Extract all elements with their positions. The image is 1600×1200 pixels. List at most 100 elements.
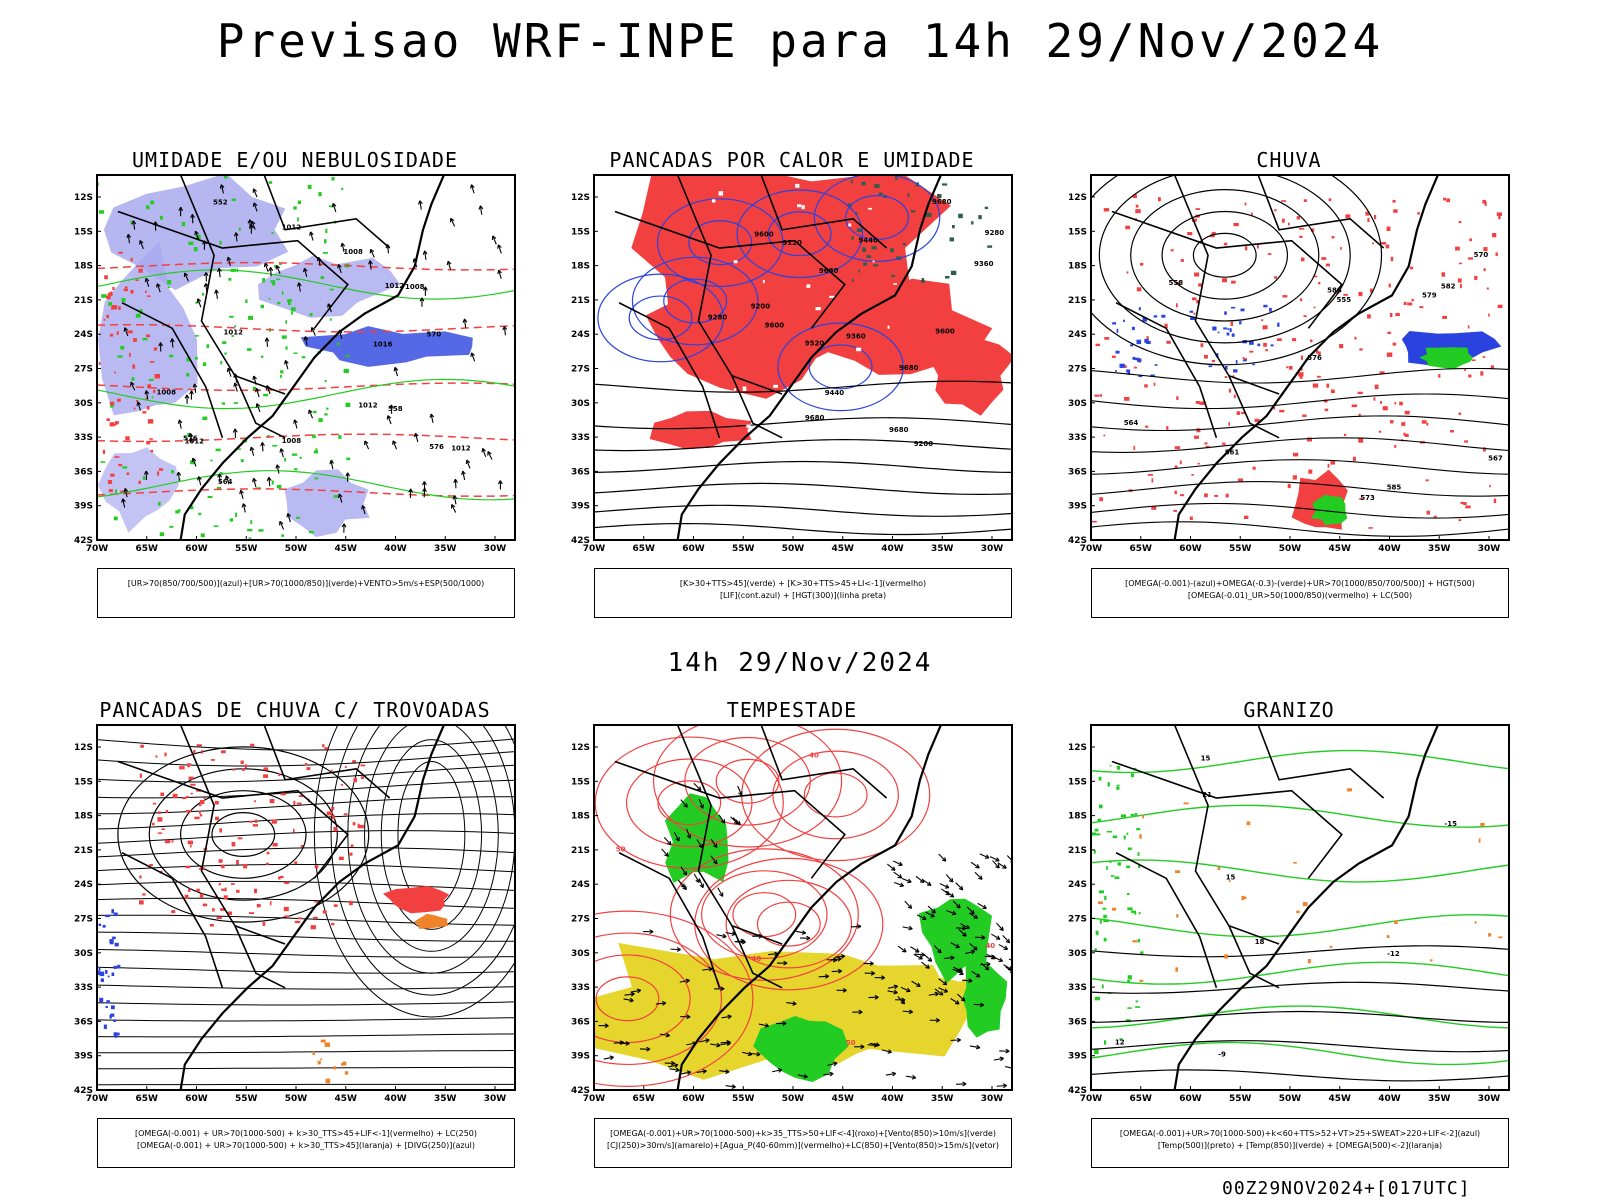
temperature-contour — [1091, 1041, 1509, 1066]
speckle — [1134, 813, 1138, 816]
speckle — [216, 486, 221, 490]
speckle — [284, 915, 290, 918]
speckle — [190, 783, 196, 786]
speckle — [1257, 244, 1259, 249]
speckle — [227, 911, 233, 915]
lat-tick-label: 42S — [1068, 536, 1087, 546]
shaded-area — [962, 958, 1008, 1038]
label-box — [711, 199, 716, 203]
speckle — [333, 495, 338, 498]
speckle — [193, 247, 198, 252]
wind-arrow — [933, 945, 942, 954]
speckle — [190, 792, 193, 795]
country-border — [121, 852, 224, 989]
wind-arrow — [969, 942, 978, 951]
wind-arrow — [721, 1015, 732, 1019]
contour-label: 1012 — [282, 223, 302, 231]
speckle — [167, 286, 171, 288]
wind-arrow — [931, 908, 936, 914]
speckle — [250, 743, 255, 747]
speckle — [288, 302, 291, 305]
height-contour — [594, 460, 1012, 473]
wind-arrow — [624, 993, 635, 996]
speckle — [1246, 821, 1251, 826]
contour-label: 1016 — [373, 340, 393, 348]
wind-arrow — [1003, 964, 1012, 971]
shaded-area — [664, 793, 729, 883]
contour-label: 561 — [1225, 448, 1240, 456]
speckle — [1222, 442, 1226, 445]
speckle — [1323, 399, 1328, 403]
speckle — [112, 936, 116, 940]
label-box — [872, 260, 875, 263]
lat-tick-label: 39S — [571, 1052, 590, 1062]
wind-arrow — [303, 267, 308, 273]
wind-arrow — [685, 978, 690, 984]
wind-arrow — [287, 513, 291, 523]
speckle — [1373, 397, 1376, 401]
streamline — [97, 847, 515, 858]
wind-arrow — [927, 905, 936, 914]
speckle — [1359, 498, 1363, 500]
speckle — [293, 206, 297, 210]
wind-arrow — [144, 390, 150, 395]
wind-arrow — [661, 1001, 667, 1006]
speckle — [1191, 218, 1197, 222]
legend-line-2: [CJ(250)>30m/s](amarelo)+[Agua_P(40-60mm… — [607, 1141, 999, 1150]
speckle — [1124, 365, 1127, 368]
streamline — [364, 725, 499, 952]
label-box — [733, 388, 737, 391]
speckle — [271, 819, 277, 824]
speckle — [952, 225, 955, 229]
speckle — [1312, 383, 1319, 388]
speckle — [1321, 257, 1327, 260]
lon-tick-label: 45W — [335, 544, 358, 554]
speckle — [926, 212, 932, 218]
wind-arrow — [922, 915, 927, 921]
height-contour — [1091, 502, 1509, 519]
wind-arrow — [393, 366, 399, 372]
panel-title: CHUVA — [1256, 148, 1322, 172]
height-contour — [1091, 521, 1509, 537]
wind-arrow — [741, 1051, 752, 1056]
speckle — [221, 750, 226, 754]
wind-arrow — [824, 974, 830, 979]
speckle — [343, 368, 349, 373]
wind-arrow — [649, 929, 654, 935]
panel-map: 1512-15211815-9-1212S15S18S21S24S27S30S3… — [1068, 724, 1510, 1104]
streamline — [97, 966, 515, 974]
lon-tick-label: 65W — [633, 1094, 656, 1104]
speckle — [1166, 426, 1169, 430]
speckle — [256, 904, 261, 908]
contour-label: 15 — [1201, 755, 1211, 763]
wind-arrow — [693, 873, 700, 883]
speckle — [1137, 358, 1142, 362]
wind-arrow — [270, 267, 272, 277]
speckle — [1176, 914, 1179, 918]
wind-arrow — [870, 970, 875, 976]
lat-tick-label: 33S — [74, 983, 93, 993]
wind-arrow — [266, 337, 269, 347]
speckle — [1225, 493, 1229, 498]
lon-tick-label: 30W — [1478, 544, 1501, 554]
speckle — [1136, 339, 1142, 345]
wind-arrow — [768, 953, 779, 956]
speckle — [1330, 460, 1335, 465]
country-border — [1111, 760, 1343, 879]
wind-arrow — [225, 475, 230, 485]
wind-arrow — [256, 403, 261, 413]
lon-tick-label: 55W — [732, 1094, 755, 1104]
wind-arrow — [914, 948, 920, 953]
speckle — [110, 1013, 115, 1017]
speckle — [1329, 945, 1333, 948]
speckle — [241, 768, 245, 771]
wind-arrow — [902, 1010, 913, 1013]
temperature-contour — [1091, 1040, 1509, 1053]
speckle — [213, 525, 219, 528]
wind-arrow — [1002, 864, 1007, 869]
speckle — [1410, 266, 1414, 270]
wind-arrow — [901, 877, 912, 883]
wind-arrow — [959, 970, 964, 976]
country-border — [614, 760, 846, 879]
lon-tick-label: 45W — [1329, 1094, 1352, 1104]
